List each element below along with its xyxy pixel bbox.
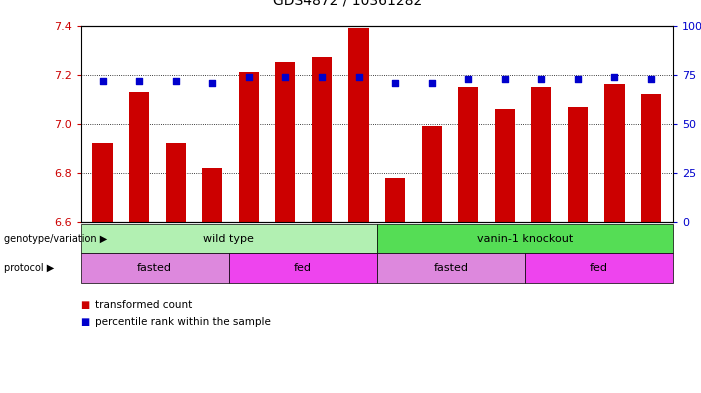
Text: fasted: fasted — [433, 263, 468, 273]
Point — [243, 73, 254, 80]
Point — [646, 75, 657, 82]
Point — [353, 73, 364, 80]
Text: ■: ■ — [81, 317, 90, 327]
Bar — [275, 62, 295, 222]
Point — [316, 73, 327, 80]
Bar — [421, 126, 442, 222]
Bar — [93, 143, 113, 222]
Bar — [641, 94, 661, 222]
Point — [170, 77, 182, 84]
Point — [426, 79, 437, 86]
Text: wild type: wild type — [203, 234, 254, 244]
Point — [536, 75, 547, 82]
Bar — [165, 143, 186, 222]
Text: genotype/variation ▶: genotype/variation ▶ — [4, 234, 107, 244]
Text: vanin-1 knockout: vanin-1 knockout — [477, 234, 573, 244]
Point — [609, 73, 620, 80]
Point — [499, 75, 510, 82]
Bar — [604, 84, 625, 222]
Point — [390, 79, 401, 86]
Text: protocol ▶: protocol ▶ — [4, 263, 54, 273]
Point — [97, 77, 108, 84]
Bar — [531, 87, 552, 222]
Bar — [129, 92, 149, 222]
Text: ■: ■ — [81, 299, 90, 310]
Bar — [239, 72, 259, 222]
Bar — [458, 87, 478, 222]
Bar — [385, 178, 405, 222]
Point — [133, 77, 144, 84]
Text: percentile rank within the sample: percentile rank within the sample — [95, 317, 271, 327]
Text: GDS4872 / 10361282: GDS4872 / 10361282 — [273, 0, 422, 8]
Text: fed: fed — [590, 263, 608, 273]
Bar — [202, 168, 222, 222]
Bar — [568, 107, 588, 222]
Bar — [312, 57, 332, 222]
Bar — [348, 28, 369, 222]
Point — [280, 73, 291, 80]
Point — [207, 79, 218, 86]
Point — [463, 75, 474, 82]
Bar — [495, 109, 515, 222]
Text: fasted: fasted — [137, 263, 172, 273]
Point — [572, 75, 583, 82]
Text: transformed count: transformed count — [95, 299, 192, 310]
Text: fed: fed — [294, 263, 312, 273]
